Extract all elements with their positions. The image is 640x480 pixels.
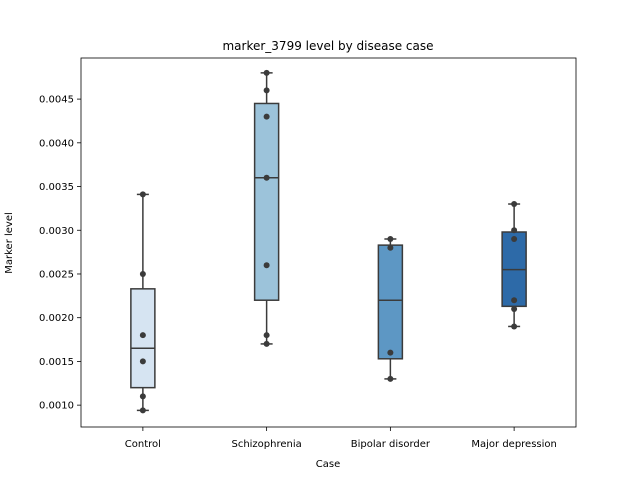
data-point [263, 113, 270, 120]
data-point [263, 174, 270, 181]
y-axis-title: Marker level [4, 212, 15, 274]
y-tick-label: 0.0010 [39, 401, 74, 412]
data-point [263, 262, 270, 269]
data-point [387, 244, 394, 251]
data-point [263, 332, 270, 339]
box-group [130, 191, 156, 414]
data-point [511, 236, 518, 243]
data-point [139, 191, 146, 198]
data-point [139, 393, 146, 400]
data-point [263, 87, 270, 94]
y-tick-label: 0.0030 [39, 226, 74, 237]
y-tick-label: 0.0015 [39, 357, 74, 368]
x-axis-title: Case [316, 459, 340, 470]
data-point [387, 236, 394, 243]
data-point [387, 375, 394, 382]
y-tick-label: 0.0020 [39, 313, 74, 324]
box [377, 244, 404, 360]
data-point [511, 201, 518, 208]
y-tick-label: 0.0045 [39, 95, 74, 106]
x-tick-label: Major depression [471, 439, 557, 450]
box-group [501, 201, 527, 330]
data-point [511, 323, 518, 330]
x-tick-label: Schizophrenia [231, 439, 301, 450]
data-point [263, 69, 270, 76]
data-point [511, 297, 518, 304]
data-point [139, 332, 146, 339]
data-point [139, 270, 146, 277]
plot-area [130, 69, 527, 414]
data-point [263, 340, 270, 347]
box-group [253, 69, 280, 347]
data-point [139, 407, 146, 414]
y-axis: 0.0010 0.0015 0.0020 0.0025 0.0030 0.0035 0.00… [39, 95, 81, 412]
axes-frame [80, 57, 577, 428]
box [130, 288, 156, 389]
y-tick-label: 0.0025 [39, 269, 74, 280]
chart-title: marker_3799 level by disease case [222, 39, 433, 53]
box [253, 102, 280, 301]
x-tick-label: Control [125, 439, 161, 450]
data-point [511, 227, 518, 234]
x-tick-label: Bipolar disorder [351, 439, 431, 450]
y-tick-label: 0.0040 [39, 138, 74, 149]
data-point [511, 305, 518, 312]
data-point [139, 358, 146, 365]
box-group [377, 236, 404, 382]
x-axis: Control Schizophrenia Bipolar disorder Majo… [125, 427, 557, 450]
data-point [387, 349, 394, 356]
y-tick-label: 0.0035 [39, 182, 74, 193]
